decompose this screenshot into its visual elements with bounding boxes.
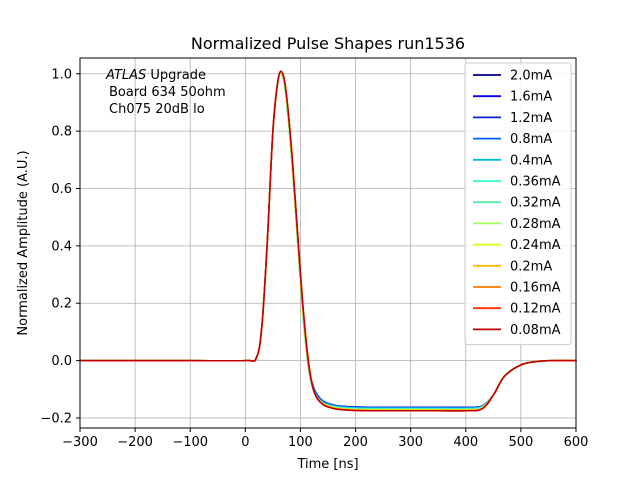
x-tick-label: 100 bbox=[288, 435, 313, 450]
series-line-0.08mA bbox=[79, 70, 577, 412]
legend-label: 0.12mA bbox=[510, 302, 561, 317]
y-axis-label: Normalized Amplitude (A.U.) bbox=[16, 150, 31, 335]
legend-label: 0.24mA bbox=[510, 238, 561, 253]
chart-title: Normalized Pulse Shapes run1536 bbox=[191, 34, 465, 53]
legend-label: 0.08mA bbox=[510, 323, 561, 338]
y-tick-label: 1.0 bbox=[51, 67, 72, 82]
x-tick-label: 500 bbox=[508, 435, 533, 450]
y-tick-label: 0.8 bbox=[51, 125, 72, 140]
legend-label: 1.6mA bbox=[510, 90, 552, 105]
annotation-line-3: Ch075 20dB lo bbox=[109, 102, 205, 117]
atlas-annotation: ATLAS Upgrade Board 634 50ohm Ch075 20dB l… bbox=[105, 68, 226, 117]
x-tick-label: 600 bbox=[564, 435, 589, 450]
y-axis: −0.2 0.0 0.2 0.4 0.6 0.8 1.0 bbox=[40, 67, 80, 426]
axes-frame bbox=[79, 57, 577, 429]
legend-label: 0.36mA bbox=[510, 175, 561, 190]
x-tick-label: −300 bbox=[62, 435, 98, 450]
y-tick-label: 0.2 bbox=[51, 297, 72, 312]
x-tick-label: −100 bbox=[172, 435, 208, 450]
plot-area bbox=[79, 70, 577, 412]
annotation-line-1: ATLAS Upgrade bbox=[105, 68, 206, 83]
y-tick-label: −0.2 bbox=[40, 411, 72, 426]
legend-label: 0.8mA bbox=[510, 132, 552, 147]
legend-label: 1.2mA bbox=[510, 111, 552, 126]
x-tick-label: 0 bbox=[241, 435, 249, 450]
annotation-line-2: Board 634 50ohm bbox=[109, 85, 226, 100]
x-tick-label: 300 bbox=[398, 435, 423, 450]
x-axis: −300 −200 −100 0 100 200 300 400 500 600 bbox=[62, 428, 588, 450]
legend: 2.0mA 1.6mA 1.2mA 0.8mA 0.4mA 0.36mA 0.32mA 0.2… bbox=[464, 62, 572, 346]
x-tick-label: 200 bbox=[343, 435, 368, 450]
legend-label: 0.16mA bbox=[510, 281, 561, 296]
x-axis-label: Time [ns] bbox=[296, 457, 358, 472]
legend-label: 0.2mA bbox=[510, 259, 552, 274]
y-tick-label: 0.6 bbox=[51, 182, 72, 197]
legend-label: 0.4mA bbox=[510, 153, 552, 168]
legend-box bbox=[464, 62, 572, 346]
x-tick-label: 400 bbox=[453, 435, 478, 450]
y-tick-label: 0.0 bbox=[51, 354, 72, 369]
legend-label: 2.0mA bbox=[510, 69, 552, 84]
y-tick-label: 0.4 bbox=[51, 239, 72, 254]
legend-label: 0.32mA bbox=[510, 196, 561, 211]
legend-label: 0.28mA bbox=[510, 217, 561, 232]
x-tick-label: −200 bbox=[117, 435, 153, 450]
